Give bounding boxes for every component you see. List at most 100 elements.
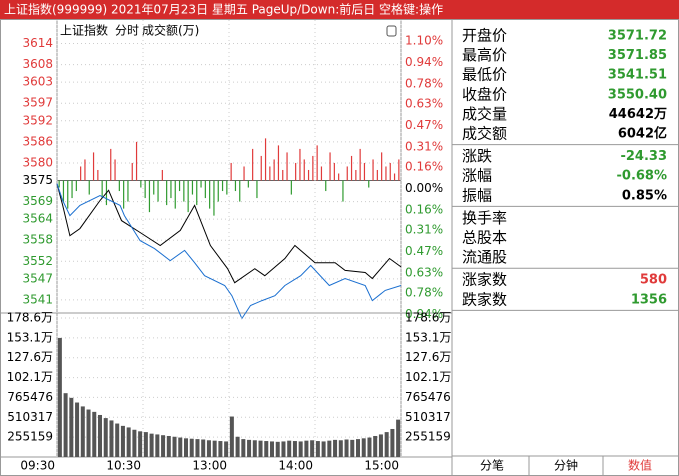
x-tick-label: 13:00 [192,459,227,473]
volume-bar [212,440,217,457]
y2-tick-label: 0.31% [405,139,443,153]
chart-label: 成交额(万) [142,23,199,38]
y-tick-label: 3564 [22,212,53,226]
volume-bar [275,441,280,457]
stat-label: 成交量 [462,105,507,123]
stat-label: 开盘价 [462,27,507,45]
y-tick-label: 3547 [22,271,53,285]
volume-tick-label: 510317 [7,410,53,424]
y2-tick-label: 0.00% [405,181,443,195]
y-tick-label: 3541 [22,292,53,306]
price-line [56,183,402,284]
volume-bar [155,434,160,457]
volume-bar [218,441,223,457]
y-tick-label: 3552 [22,254,53,268]
y-tick-label: 3580 [22,155,53,169]
volume-bar [247,439,252,457]
volume-tick-label: 153.1万 [7,330,53,344]
stat-label: 收盘价 [462,85,507,103]
y2-tick-label: 0.63% [405,96,443,110]
volume-bar [115,423,120,457]
volume-bar [75,402,80,457]
volume-bar [92,411,97,457]
volume-tick-label: 765476 [405,390,451,404]
y-tick-label: 3614 [22,36,53,50]
volume-bar [304,440,309,457]
volume-bar [206,440,211,457]
tab[interactable]: 分笔 [480,458,504,473]
volume-bar [195,439,200,457]
volume-bar [373,435,378,457]
volume-tick-label: 178.6万 [405,311,451,325]
volume-bar [63,393,68,457]
stat-label: 流通股 [462,248,507,266]
stat-label: 振幅 [462,186,492,204]
volume-bar [224,441,229,457]
volume-bar [172,436,177,457]
volume-bar [298,441,303,457]
stat-label: 最高价 [462,46,507,64]
y-tick-label: 3603 [22,75,53,89]
y-tick-label: 3597 [22,96,53,110]
volume-bar [189,438,194,457]
y-tick-label: 3608 [22,57,53,71]
stat-value: 44642万 [609,107,667,122]
title: 上证指数(999999) 2021年07月23日 星期五 PageUp/Down… [4,2,443,17]
volume-bar [235,436,240,457]
volume-tick-label: 127.6万 [405,350,451,364]
volume-bar [178,437,183,457]
volume-bar [183,438,189,457]
x-tick-label: 10:30 [106,459,141,473]
y-tick-label: 3586 [22,134,53,148]
volume-bar [97,414,103,457]
stat-value: 580 [640,273,667,288]
y2-tick-label: 0.78% [405,285,443,299]
icon[interactable] [386,25,397,37]
tab[interactable]: 数值 [628,458,652,473]
volume-bar [229,416,234,457]
volume-bar [315,441,320,457]
volume-bar [344,439,349,457]
title-bar [0,0,679,19]
stat-value: 0.85% [622,188,667,203]
y2-tick-label: 0.63% [405,265,443,279]
volume-bar [355,439,361,457]
y2-tick-label: 1.10% [405,34,443,48]
volume-bar [281,441,286,457]
volume-bar [390,428,395,457]
volume-bar [269,441,275,457]
stat-value: 3571.85 [608,48,667,63]
volume-bar [264,441,269,457]
y2-tick-label: 0.31% [405,222,443,236]
volume-bar [252,440,257,457]
volume-bar [338,440,343,457]
volume-bar [138,431,143,457]
volume-bar [321,441,326,457]
volume-bar [80,406,85,457]
volume-bar [367,437,372,457]
stat-value: 3550.40 [608,87,667,102]
volume-tick-label: 255159 [405,430,451,444]
volume-bar [396,419,401,457]
volume-tick-label: 765476 [7,390,53,404]
y2-tick-label: 0.16% [405,202,443,216]
frame [0,19,679,476]
volume-bar [161,435,166,457]
volume-bar [361,438,366,457]
volume-tick-label: 510317 [405,410,451,424]
stat-label: 跌家数 [462,290,507,308]
volume-tick-label: 153.1万 [405,330,451,344]
stat-label: 换手率 [462,209,507,227]
volume-bar [109,420,114,457]
x-tick-label: 09:30 [20,459,55,473]
volume-bar [310,440,315,457]
y2-tick-label: 0.94% [405,55,443,69]
stat-value: -0.68% [617,169,668,184]
tab[interactable]: 分钟 [554,458,578,473]
volume-bar [350,439,355,457]
volume-bar [143,432,148,457]
volume-bar [103,418,108,457]
volume-bar [384,432,389,457]
